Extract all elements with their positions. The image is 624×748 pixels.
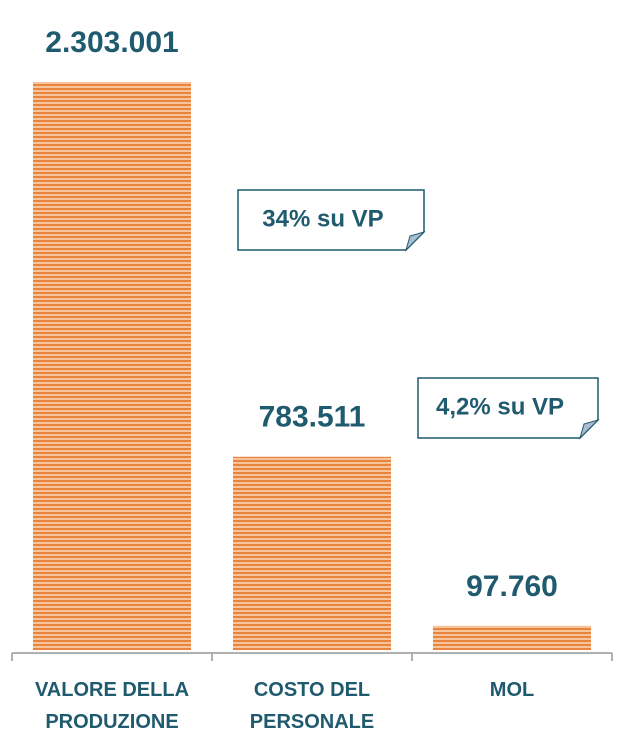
annotation: 4,2% su VP — [436, 393, 564, 420]
bar — [33, 82, 191, 650]
bar — [233, 456, 391, 650]
value-label: 97.760 — [466, 570, 558, 603]
callout-fold — [404, 230, 426, 252]
value-label: 2.303.001 — [45, 26, 178, 59]
bar — [433, 625, 591, 650]
annotation: 34% su VP — [262, 205, 383, 232]
x-tick-label: MOL — [489, 679, 535, 701]
x-tick-label: VALORE DELLA PRODUZIONE — [34, 679, 190, 733]
x-tick-label: COSTO DEL PERSONALE — [249, 679, 375, 733]
callout-fold — [578, 418, 600, 440]
value-label: 783.511 — [259, 401, 366, 434]
